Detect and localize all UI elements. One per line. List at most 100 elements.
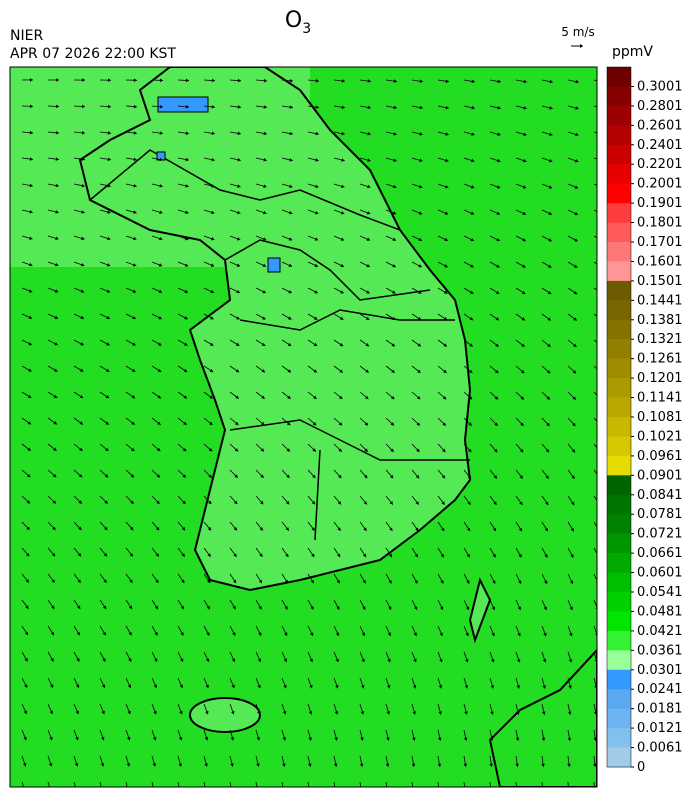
wind-arrowhead: [593, 790, 597, 793]
wind-arrowhead: [364, 448, 368, 452]
wind-arrowhead: [208, 474, 212, 478]
wind-arrowhead: [547, 317, 551, 321]
colorbar-label: 0.1701: [637, 235, 683, 250]
wind-arrowhead: [79, 394, 84, 399]
colorbar-label: 0.0181: [637, 702, 683, 717]
colorbar-label: 0.2401: [637, 138, 683, 153]
color-segment: [607, 105, 631, 126]
wind-arrowhead: [545, 475, 549, 479]
wind-arrowhead: [362, 553, 367, 558]
wind-arrowhead: [494, 396, 499, 400]
wind-arrowhead: [260, 474, 264, 478]
wind-arrowhead: [54, 262, 59, 267]
wind-arrowhead: [573, 343, 577, 347]
wind-arrowhead: [129, 553, 133, 557]
colorbar-label: 0: [637, 760, 645, 775]
wind-arrowhead: [575, 79, 579, 84]
wind-arrowhead: [159, 131, 163, 135]
wind-arrowhead: [314, 290, 318, 294]
wind-arrowhead: [393, 79, 397, 83]
wind-arrowhead: [335, 632, 340, 636]
wind-arrowhead: [520, 396, 524, 400]
wind-arrowhead: [204, 763, 208, 767]
wind-arrowhead: [442, 422, 446, 426]
wind-arrowhead: [288, 237, 293, 241]
wind-arrowhead: [24, 657, 28, 662]
wind-arrowhead: [415, 527, 419, 531]
wind-arrowhead: [337, 527, 341, 531]
wind-arrowhead: [23, 789, 26, 792]
wind-arrowhead: [288, 210, 293, 215]
colorbar-label: 0.1261: [637, 352, 683, 367]
wind-arrowhead: [79, 421, 83, 425]
wind-arrowhead: [152, 763, 156, 767]
wind-arrowhead: [385, 763, 390, 767]
color-segment: [607, 475, 631, 496]
wind-arrowhead: [256, 763, 260, 767]
wind-arrowhead: [185, 157, 189, 162]
color-segment: [607, 86, 631, 107]
wind-arrowhead: [337, 501, 342, 505]
wind-arrowhead: [520, 422, 524, 426]
wind-arrowhead: [75, 684, 80, 688]
wind-arrowhead: [438, 711, 442, 715]
wind-arrowhead: [178, 737, 183, 741]
wind-arrowhead: [158, 236, 163, 241]
wind-arrowhead: [48, 762, 53, 767]
wind-arrowhead: [416, 448, 420, 452]
wind-arrowhead: [256, 789, 260, 792]
wind-arrowhead: [413, 658, 417, 663]
wind-arrowhead: [53, 394, 58, 398]
wind-arrow: [541, 781, 543, 787]
wind-arrowhead: [393, 158, 397, 162]
wind-arrow: [411, 781, 414, 787]
wind-arrowhead: [284, 606, 288, 610]
wind-arrowhead: [105, 394, 110, 399]
wind-arrowhead: [288, 263, 293, 267]
wind-arrowhead: [497, 79, 501, 84]
color-segment: [607, 183, 631, 204]
wind-arrowhead: [418, 264, 422, 268]
wind-arrowhead: [392, 237, 397, 241]
color-segment: [607, 222, 631, 243]
wind-arrowhead: [392, 211, 397, 215]
wind-arrow: [593, 391, 597, 396]
wind-arrowhead: [572, 396, 576, 400]
wind-arrowhead: [133, 78, 137, 83]
wind-arrowhead: [24, 631, 29, 636]
wind-arrowhead: [541, 763, 545, 767]
wind-arrowhead: [391, 343, 396, 347]
wind-arrowhead: [547, 290, 552, 295]
wind-arrowhead: [178, 763, 182, 767]
wind-arrowhead: [204, 789, 208, 792]
wind-arrowhead: [363, 474, 368, 479]
wind-arrowhead: [130, 447, 135, 452]
wind-arrowhead: [599, 317, 602, 320]
wind-arrowhead: [366, 237, 371, 241]
wind-arrowhead: [54, 342, 58, 346]
wind-arrowhead: [289, 131, 293, 136]
wind-arrowhead: [184, 316, 188, 320]
wind-arrowhead: [492, 553, 496, 558]
wind-arrowhead: [102, 605, 107, 610]
wind-arrowhead: [102, 658, 106, 662]
wind-arrowhead: [282, 790, 286, 793]
wind-arrowhead: [390, 422, 395, 426]
wind-arrowhead: [232, 605, 236, 610]
wind-arrowhead: [360, 711, 365, 715]
wind-arrowhead: [312, 421, 317, 426]
wind-arrowhead: [105, 368, 110, 372]
wind-arrowhead: [263, 131, 267, 136]
wind-arrow: [567, 781, 569, 787]
wind-arrowhead: [237, 157, 241, 162]
wind-arrowhead: [206, 605, 210, 610]
wind-arrowhead: [284, 632, 288, 636]
wind-arrow: [593, 417, 597, 422]
wind-arrowhead: [601, 106, 604, 109]
wind-arrowhead: [100, 763, 105, 767]
wind-arrowhead: [335, 684, 339, 689]
color-segment: [607, 261, 631, 282]
wind-arrowhead: [445, 105, 449, 110]
colorbar-label: 0.0241: [637, 682, 683, 697]
wind-arrowhead: [516, 685, 520, 689]
